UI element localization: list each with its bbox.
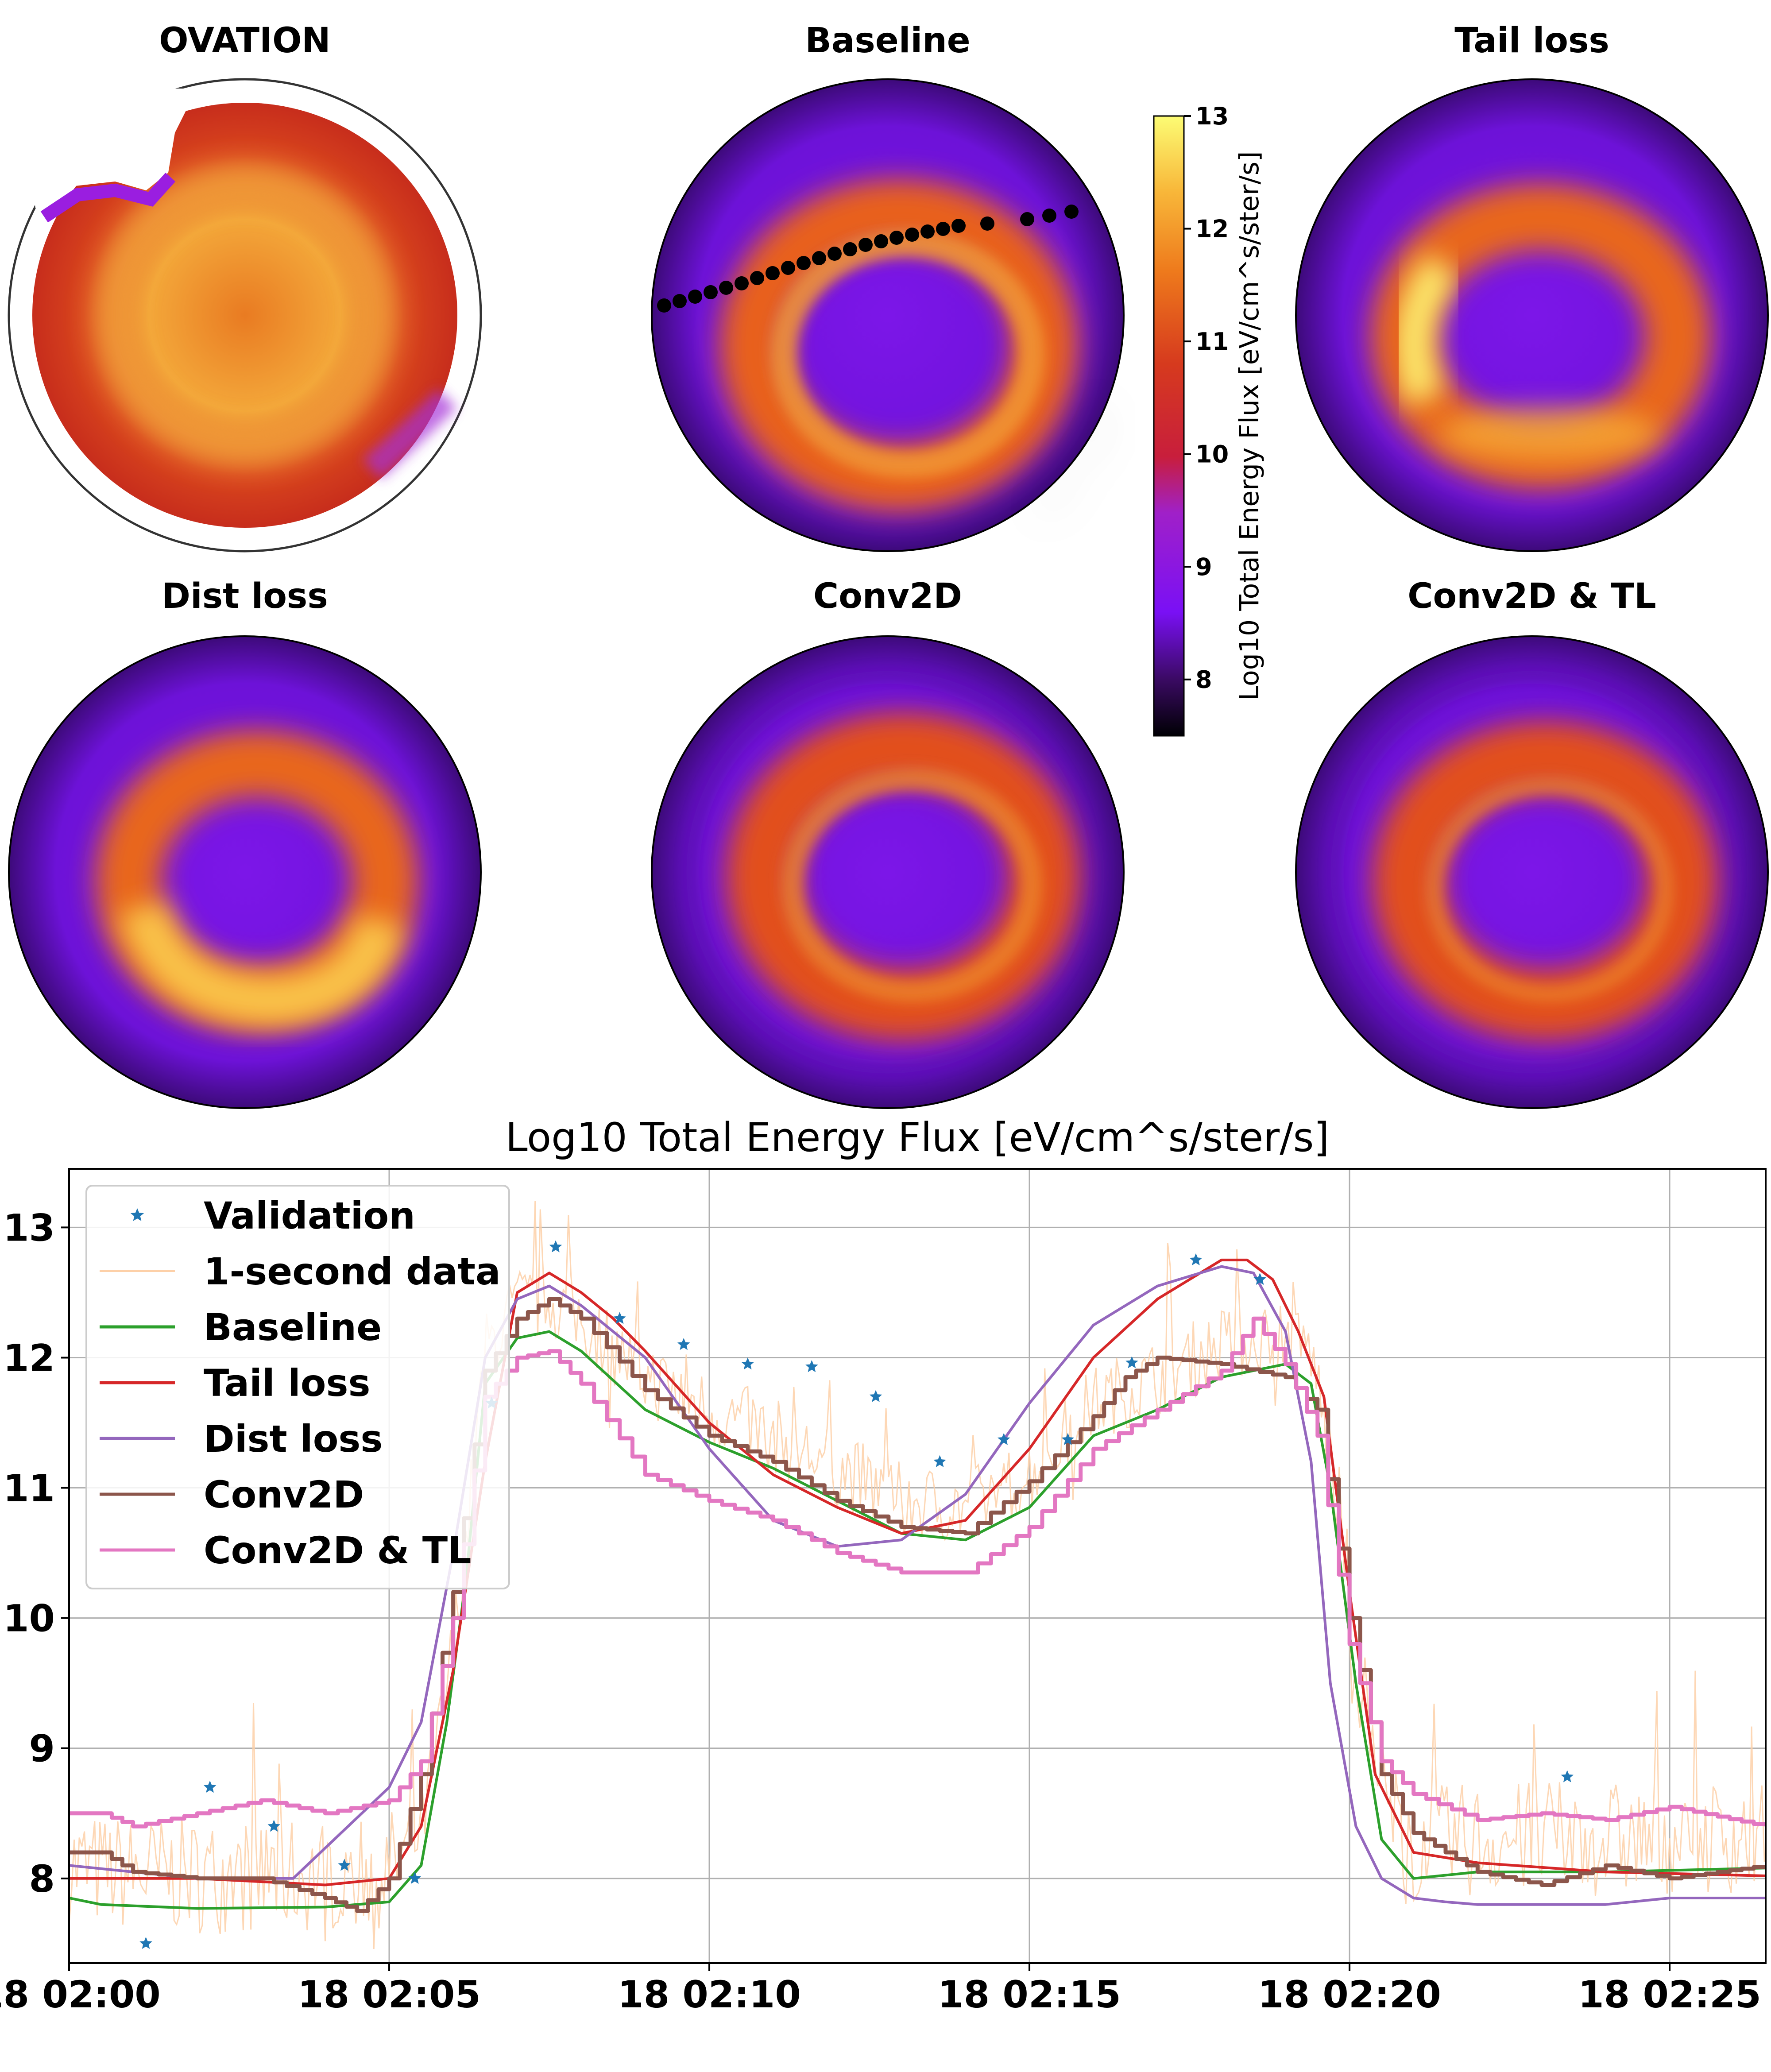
panel-title-conv2d-tl: Conv2D & TL xyxy=(1408,576,1656,616)
colorbar-label: Log10 Total Energy Flux [eV/cm^s/ster/s] xyxy=(1234,151,1265,701)
panel-conv2d-tl: Conv2D & TL xyxy=(1296,576,1768,1108)
legend-label: Validation xyxy=(204,1194,415,1237)
panel-title-tail-loss: Tail loss xyxy=(1454,21,1609,61)
y-tick-label: 13 xyxy=(3,1206,55,1249)
legend-label: 1-second data xyxy=(204,1250,501,1293)
y-tick-label: 10 xyxy=(3,1597,55,1640)
panel-dist-loss: Dist loss xyxy=(9,576,481,1108)
y-tick-label: 8 xyxy=(29,1857,55,1901)
legend-label: Dist loss xyxy=(204,1417,383,1461)
x-tick-label: 18 02:10 xyxy=(618,1973,801,2016)
colorbar-tick-label: 9 xyxy=(1195,553,1212,581)
x-tick-label: 18 02:05 xyxy=(298,1973,481,2016)
panel-tail-loss: Tail loss xyxy=(1296,21,1768,551)
colorbar-ticks: 8 9 10 11 12 13 xyxy=(1184,102,1229,694)
legend-label: Tail loss xyxy=(204,1361,370,1405)
colorbar-tick-label: 13 xyxy=(1195,102,1229,130)
panel-conv2d: Conv2D xyxy=(652,576,1124,1108)
colorbar-tick-label: 10 xyxy=(1195,441,1229,468)
time-series-chart: Log10 Total Energy Flux [eV/cm^s/ster/s]… xyxy=(0,1114,1766,2016)
panel-title-dist-loss: Dist loss xyxy=(162,576,328,616)
panel-ovation: OVATION xyxy=(9,21,481,551)
y-axis-ticks: 8 9 10 11 12 13 xyxy=(3,1206,69,1900)
panel-title-ovation: OVATION xyxy=(159,21,330,61)
plot-title: Log10 Total Energy Flux [eV/cm^s/ster/s] xyxy=(505,1114,1329,1161)
y-tick-label: 9 xyxy=(29,1727,55,1770)
legend-label: Baseline xyxy=(204,1306,382,1349)
colorbar-tick-label: 8 xyxy=(1195,666,1212,694)
colorbar-tick-label: 11 xyxy=(1195,328,1229,356)
panel-title-baseline: Baseline xyxy=(805,21,970,61)
x-tick-label: 18 02:00 xyxy=(0,1973,161,2016)
legend-label: Conv2D xyxy=(204,1473,364,1516)
x-axis-ticks: 18 02:00 18 02:05 18 02:10 18 02:15 18 02:20… xyxy=(0,1963,1761,2016)
x-tick-label: 18 02:15 xyxy=(938,1973,1121,2016)
colorbar: 8 9 10 11 12 13 Log10 Total Energy Flux [eV/c… xyxy=(1154,102,1265,736)
x-tick-label: 18 02:25 xyxy=(1578,1973,1761,2016)
y-tick-label: 12 xyxy=(3,1336,55,1380)
panel-baseline: Baseline xyxy=(652,21,1124,551)
legend: Validation 1-second data Baseline Tail loss… xyxy=(86,1186,509,1589)
colorbar-tick-label: 12 xyxy=(1195,215,1229,243)
panel-title-conv2d: Conv2D xyxy=(813,576,962,616)
legend-label: Conv2D & TL xyxy=(204,1529,472,1572)
polar-maps: OVATION Baseline xyxy=(9,21,1768,1108)
x-tick-label: 18 02:20 xyxy=(1258,1973,1441,2016)
y-tick-label: 11 xyxy=(3,1467,55,1510)
